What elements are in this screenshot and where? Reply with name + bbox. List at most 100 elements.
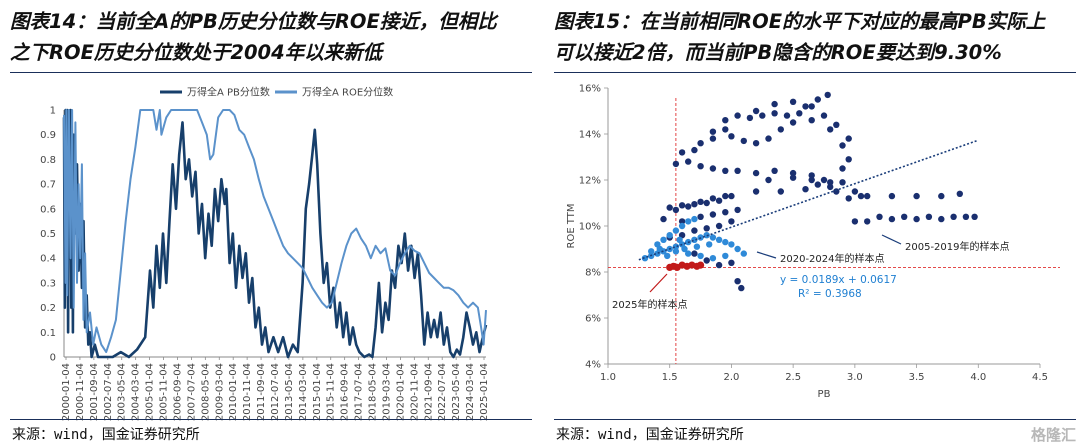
y-tick-label: 12%: [579, 176, 601, 187]
point-2020-2024: [672, 227, 680, 234]
point-2005-2019: [950, 213, 957, 220]
y-tick-label: 0: [50, 353, 56, 364]
point-2005-2019: [864, 192, 871, 200]
point-2005-2019: [697, 213, 704, 220]
point-2005-2019: [697, 140, 704, 147]
point-2005-2019: [913, 215, 920, 223]
x-tick-label: 2015-01-04: [312, 363, 323, 421]
x-tick-label: 2020-11-04: [409, 363, 420, 421]
point-2005-2019: [827, 126, 834, 133]
right-bottom-rule: [554, 419, 1076, 420]
x-tick-label: 2002-07-04: [103, 363, 114, 421]
annotation-arrow-2005: [881, 234, 902, 245]
point-2005-2019: [666, 204, 673, 211]
point-2005-2019: [678, 218, 686, 225]
point-2020-2024: [709, 255, 717, 262]
point-2005-2019: [728, 218, 735, 225]
annotation-arrow-2025: [649, 273, 668, 293]
point-2005-2019: [808, 176, 815, 184]
x-tick-label: 2024-03-04: [465, 363, 476, 421]
x-tick-label: 2001-09-04: [89, 363, 100, 421]
point-2005-2019: [734, 112, 741, 119]
x-tick-label: 2007-07-04: [186, 363, 197, 421]
point-2005-2019: [678, 202, 686, 209]
point-2005-2019: [839, 165, 846, 172]
x-tick-label: 2013-05-04: [284, 363, 295, 421]
point-2005-2019: [789, 119, 797, 126]
left-bottom-rule: [10, 419, 532, 420]
x-tick-label: 2000-11-04: [75, 363, 86, 421]
x-tick-label: 2004-03-04: [131, 363, 142, 421]
point-2005-2019: [851, 218, 859, 225]
x-tick-label: 2000-01-04: [61, 363, 72, 421]
point-2005-2019: [703, 225, 710, 232]
x-tick-label: 2005-11-04: [159, 363, 170, 421]
point-2020-2024: [672, 248, 680, 255]
point-2005-2019: [771, 167, 778, 174]
point-2005-2019: [833, 188, 840, 195]
left-title-line-1: 图表14：当前全A的PB历史分位数与ROE接近，但相比: [10, 10, 497, 33]
point-2005-2019: [660, 215, 667, 223]
point-2005-2019: [839, 179, 846, 186]
point-2005-2019: [771, 110, 778, 117]
point-2005-2019: [851, 188, 859, 195]
point-2005-2019: [777, 188, 784, 195]
y-tick-label: 0.1: [40, 328, 56, 339]
right-source-note: 来源：wind，国金证券研究所: [556, 427, 744, 443]
annotation-2005-2019: 2005-2019年的样本点: [905, 240, 1010, 253]
x-tick-label: 2003-05-04: [117, 363, 128, 421]
point-2005-2019: [752, 169, 760, 177]
right-scatter-chart: 4% 6% 8% 10% 12% 14% 16% 1.0 1.5 2.0 2.5 3.0 3.5 4.0 4…: [566, 84, 1060, 400]
point-2005-2019: [722, 126, 729, 133]
point-2020-2024: [685, 218, 692, 225]
point-2005-2019: [703, 199, 710, 207]
x-tick-label: 2.5: [785, 372, 801, 383]
point-2005-2019: [901, 213, 908, 220]
point-2005-2019: [839, 142, 846, 149]
point-2005-2019: [759, 112, 766, 119]
point-2005-2019: [808, 172, 815, 179]
point-2005-2019: [845, 156, 852, 163]
point-2020-2024: [664, 252, 671, 260]
right-panel: 图表15：在当前相同ROE的水平下对应的最高PB实际上 可以接近2倍，而当前PB…: [552, 0, 1080, 447]
x-tick-label: 2010-11-04: [242, 363, 253, 421]
x-tick-label: 2010-01-04: [228, 363, 239, 421]
point-2005-2019: [876, 213, 883, 220]
x-tick-label: 2008-05-04: [200, 363, 211, 421]
point-2020-2024: [676, 236, 683, 243]
y-axis-title: ROE TTM: [566, 204, 577, 249]
x-tick-label: 2020-01-04: [395, 363, 406, 421]
x-tick-label: 2019-03-04: [381, 363, 392, 421]
y-tick-label: 10%: [579, 222, 601, 233]
point-2005-2019: [783, 112, 791, 119]
x-axis-title: PB: [818, 389, 831, 400]
y-tick-label: 0.3: [40, 278, 56, 289]
x-tick-label: 2009-03-04: [214, 363, 225, 421]
point-2005-2019: [685, 203, 692, 210]
point-2005-2019: [752, 107, 760, 115]
legend-label: 万得全A PB分位数: [187, 86, 270, 99]
point-2005-2019: [715, 222, 723, 230]
point-2005-2019: [722, 209, 729, 216]
right-title-line-1: 图表15：在当前相同ROE的水平下对应的最高PB实际上: [554, 10, 1046, 33]
point-2005-2019: [722, 117, 729, 124]
left-top-rule: [10, 72, 532, 73]
annotation-2025: 2025年的样本点: [612, 298, 687, 311]
point-2005-2019: [715, 261, 723, 269]
point-2005-2019: [820, 112, 828, 119]
point-2005-2019: [734, 167, 741, 174]
point-2005-2019: [709, 165, 717, 172]
legend-label: 万得全A ROE分位数: [302, 86, 393, 99]
point-2020-2024: [666, 232, 673, 239]
point-2005-2019: [709, 128, 717, 135]
point-2005-2019: [703, 257, 710, 264]
x-tick-label: 2018-05-04: [368, 363, 379, 421]
point-2020-2024: [734, 245, 741, 253]
point-2005-2019: [715, 197, 723, 204]
x-tick-label: 2023-05-04: [451, 363, 462, 421]
point-2005-2019: [796, 110, 803, 117]
x-tick-label: 4.0: [970, 372, 986, 383]
point-2005-2019: [691, 250, 698, 257]
point-2005-2019: [827, 179, 834, 186]
point-2005-2019: [734, 206, 741, 214]
